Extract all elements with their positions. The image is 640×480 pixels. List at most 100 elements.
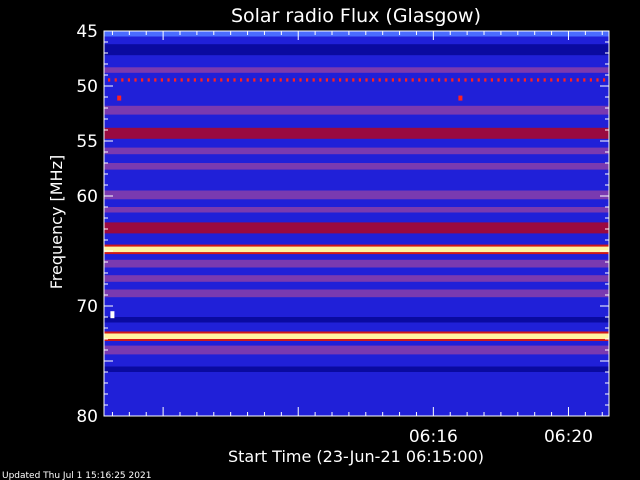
dotted-band-dot: [517, 78, 520, 82]
intensity-band: [104, 275, 609, 282]
dotted-band-dot: [385, 78, 388, 82]
dotted-band-dot: [325, 78, 328, 82]
intensity-band: [104, 147, 609, 155]
intensity-band: [104, 163, 609, 170]
intensity-band: [104, 207, 609, 213]
dotted-band-dot: [510, 78, 513, 82]
dotted-band-dot: [147, 78, 150, 82]
intensity-band: [104, 289, 609, 298]
dotted-band-dot: [253, 78, 256, 82]
dotted-band-dot: [127, 78, 130, 82]
y-tick-label: 55: [76, 132, 98, 152]
dotted-band-dot: [530, 78, 533, 82]
intensity-band: [104, 31, 609, 37]
intensity-band: [104, 366, 609, 372]
dotted-band-dot: [596, 78, 599, 82]
dotted-band-dot: [292, 78, 295, 82]
dotted-band-dot: [240, 78, 243, 82]
dotted-band-dot: [543, 78, 546, 82]
dotted-band-dot: [193, 78, 196, 82]
dotted-band-dot: [286, 78, 289, 82]
dotted-band-dot: [259, 78, 262, 82]
y-tick-label: 50: [76, 77, 98, 97]
y-tick-label: 45: [76, 22, 98, 42]
dotted-band-dot: [180, 78, 183, 82]
intensity-band: [104, 44, 609, 56]
dotted-band-dot: [490, 78, 493, 82]
signal-spot: [458, 95, 463, 101]
x-axis-label: Start Time (23-Jun-21 06:15:00): [228, 447, 484, 466]
dotted-band-dot: [398, 78, 401, 82]
dotted-band-dot: [405, 78, 408, 82]
intensity-band: [104, 127, 609, 139]
intensity-band: [104, 190, 609, 200]
dotted-band-dot: [312, 78, 315, 82]
dotted-band-dot: [174, 78, 177, 82]
y-axis-ticks: 45 50 55 60 70 80: [76, 22, 609, 427]
dotted-band-dot: [299, 78, 302, 82]
dotted-band-dot: [464, 78, 467, 82]
dotted-band-dot: [603, 78, 606, 82]
dotted-band-dot: [418, 78, 421, 82]
y-tick-label: 60: [76, 187, 98, 207]
x-tick-label: 06:16: [409, 427, 458, 447]
dotted-band-dot: [319, 78, 322, 82]
dotted-band-dot: [583, 78, 586, 82]
dotted-band-dot: [160, 78, 163, 82]
dotted-band-dot: [213, 78, 216, 82]
y-tick-label: 70: [76, 297, 98, 317]
intensity-band: [104, 246, 609, 253]
intensity-band: [104, 345, 609, 355]
dotted-band-dot: [457, 78, 460, 82]
dotted-band-dot: [108, 78, 111, 82]
dotted-band-dot: [424, 78, 427, 82]
dotted-band-dot: [121, 78, 124, 82]
dotted-band-dot: [570, 78, 573, 82]
intensity-band: [104, 67, 609, 73]
dotted-band-dot: [279, 78, 282, 82]
plot-frame: [103, 30, 610, 417]
dotted-band-dot: [273, 78, 276, 82]
dotted-band-dot: [438, 78, 441, 82]
dotted-band-dot: [345, 78, 348, 82]
dotted-band-dot: [372, 78, 375, 82]
intensity-band: [104, 105, 609, 115]
dotted-band-dot: [576, 78, 579, 82]
dotted-band-dot: [266, 78, 269, 82]
dotted-band-dot: [306, 78, 309, 82]
y-axis-label: Frequency [MHz]: [47, 155, 66, 289]
dotted-band-dot: [523, 78, 526, 82]
dotted-band-dot: [226, 78, 229, 82]
dotted-band-dot: [477, 78, 480, 82]
dotted-band-dot: [504, 78, 507, 82]
dotted-band-dot: [365, 78, 368, 82]
dotted-band-dot: [497, 78, 500, 82]
dotted-band-dot: [187, 78, 190, 82]
dotted-band-dot: [114, 78, 117, 82]
dotted-band-dot: [563, 78, 566, 82]
updated-timestamp: Updated Thu Jul 1 15:16:25 2021: [2, 471, 151, 480]
dotted-band-dot: [167, 78, 170, 82]
dotted-band-dot: [332, 78, 335, 82]
dotted-band-dot: [484, 78, 487, 82]
dotted-band-dot: [246, 78, 249, 82]
dotted-band-dot: [154, 78, 157, 82]
intensity-band: [104, 317, 609, 323]
dotted-band-dot: [431, 78, 434, 82]
dotted-band-dot: [339, 78, 342, 82]
dotted-band-dot: [358, 78, 361, 82]
dotted-band-dot: [233, 78, 236, 82]
chart-title: Solar radio Flux (Glasgow): [231, 5, 481, 27]
intensity-band: [104, 259, 609, 268]
dotted-band-dot: [589, 78, 592, 82]
dotted-band-dot: [556, 78, 559, 82]
dotted-band-dot: [378, 78, 381, 82]
signal-spot: [110, 311, 115, 319]
dotted-band-dot: [200, 78, 203, 82]
dotted-band-dot: [141, 78, 144, 82]
dotted-band-dot: [537, 78, 540, 82]
dotted-band-dot: [411, 78, 414, 82]
dotted-band-dot: [451, 78, 454, 82]
